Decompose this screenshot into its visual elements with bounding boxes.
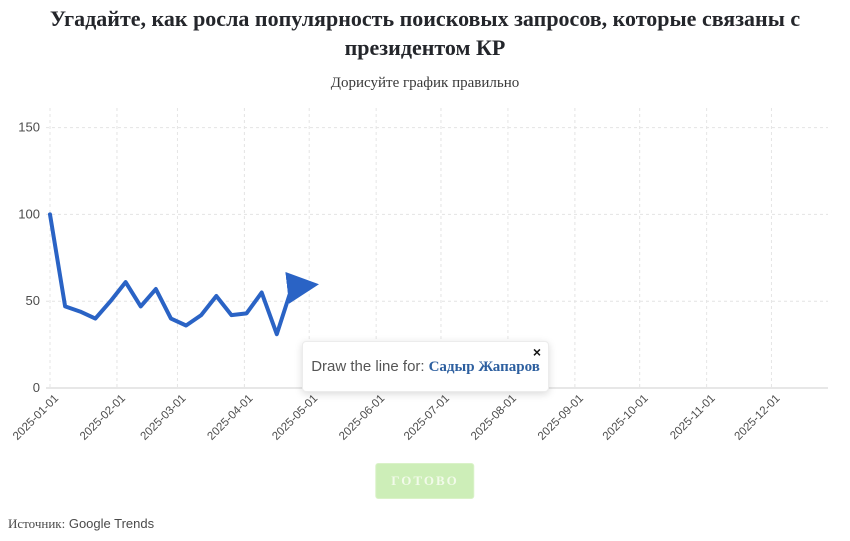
x-axis-tick-label: 2025-06-01 bbox=[337, 393, 387, 443]
x-axis-tick-label: 2025-01-01 bbox=[11, 393, 61, 443]
x-axis-tick-label: 2025-02-01 bbox=[78, 393, 128, 443]
draw-target-link[interactable]: Садыр Жапаров bbox=[428, 359, 540, 375]
x-axis-tick-label: 2025-10-01 bbox=[601, 393, 651, 443]
trend-line bbox=[48, 212, 319, 337]
y-axis-tick-label: 100 bbox=[18, 206, 40, 221]
x-axis-tick-label: 2025-08-01 bbox=[469, 393, 519, 443]
source-label: Источник: bbox=[8, 516, 66, 531]
x-axis-tick-label: 2025-12-01 bbox=[732, 393, 782, 443]
draw-prompt-label: Draw the line for: bbox=[311, 358, 425, 375]
draw-prompt-tooltip: × Draw the line for: Садыр Жапаров bbox=[302, 341, 549, 392]
x-axis-tick-label: 2025-07-01 bbox=[402, 393, 452, 443]
y-axis-tick-label: 150 bbox=[18, 120, 40, 135]
source-note: Источник: Google Trends bbox=[8, 516, 154, 532]
y-axis-tick-label: 50 bbox=[26, 293, 40, 308]
x-axis-tick-label: 2025-09-01 bbox=[536, 393, 586, 443]
done-button[interactable]: ГОТОВО bbox=[375, 463, 475, 499]
x-axis-tick-label: 2025-05-01 bbox=[270, 393, 320, 443]
page-title: Угадайте, как росла популярность поисков… bbox=[49, 6, 801, 60]
x-axis-tick-label: 2025-04-01 bbox=[205, 393, 255, 443]
x-axis-tick-label: 2025-03-01 bbox=[138, 393, 188, 443]
source-value: Google Trends bbox=[68, 516, 155, 531]
draw-prompt-text: Draw the line for: Садыр Жапаров bbox=[303, 358, 548, 376]
y-axis-tick-label: 0 bbox=[33, 380, 40, 395]
close-icon[interactable]: × bbox=[532, 344, 541, 360]
page-subtitle: Дорисуйте график правильно bbox=[330, 75, 520, 91]
x-axis-tick-label: 2025-11-01 bbox=[668, 393, 717, 442]
